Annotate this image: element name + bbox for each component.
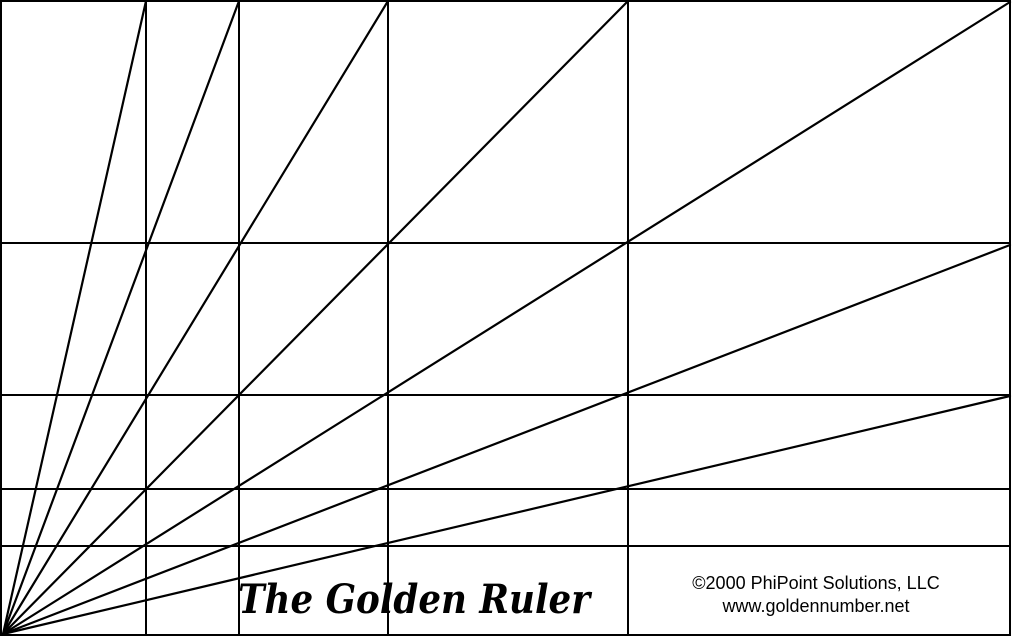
ruler-title: The Golden Ruler xyxy=(238,576,593,623)
website-url: www.goldennumber.net xyxy=(721,596,909,616)
copyright-notice: ©2000 PhiPoint Solutions, LLC xyxy=(692,573,939,593)
